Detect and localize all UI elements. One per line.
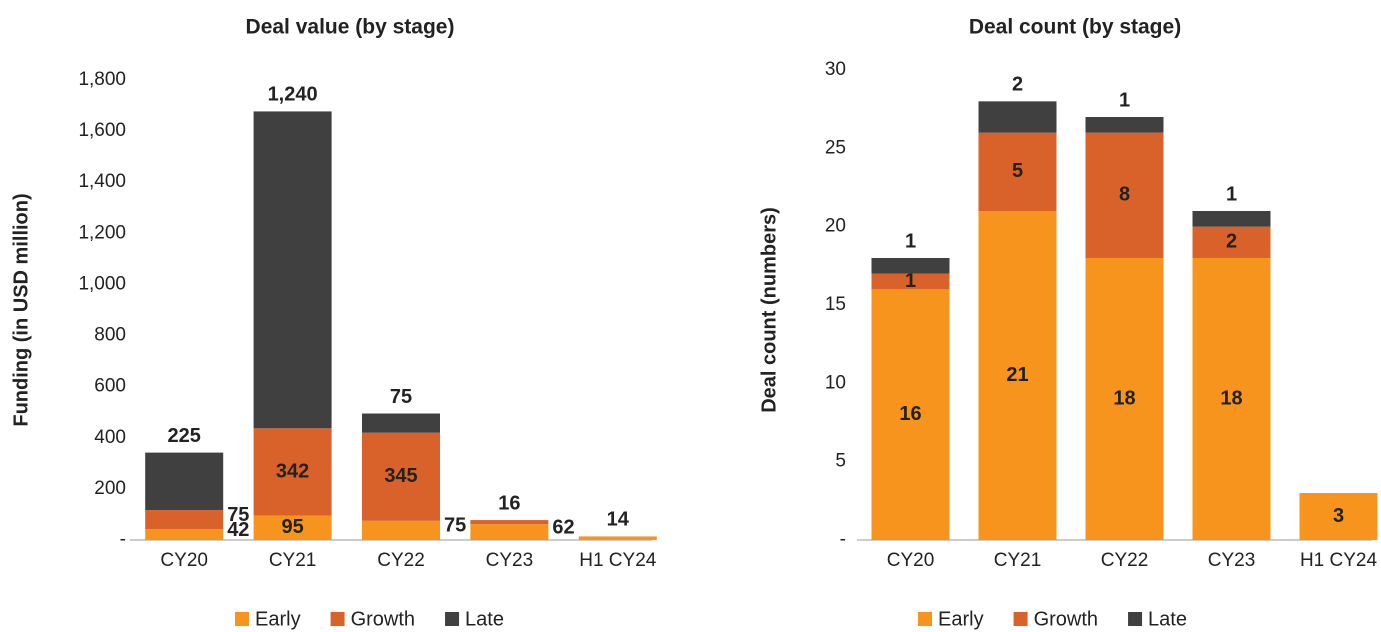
data-label: 1,240 [268,84,318,106]
legend-swatch [445,612,460,626]
data-label: 2 [1012,74,1023,96]
x-tick-label: H1 CY24 [579,550,657,571]
legend-swatch [330,612,345,626]
bar-segment [978,132,1057,211]
legend-label: Early [938,608,984,630]
data-label: 1 [1119,89,1130,111]
data-label: 5 [1012,160,1023,182]
legend-label: Late [465,608,504,630]
y-tick-label: 30 [825,59,846,80]
y-tick-label: 1,400 [78,171,126,192]
data-label: 16 [899,403,921,425]
bar-segment [253,428,332,516]
data-label: 21 [1006,364,1028,386]
y-tick-label: 1,800 [78,69,126,90]
bar-segment [871,289,950,540]
bar-segment [578,536,657,540]
bar-segment [253,515,332,540]
y-tick-label: 20 [825,216,846,237]
legend-swatch [235,612,249,626]
x-tick-label: CY22 [377,550,425,571]
data-label: 14 [607,509,630,531]
y-tick-label: 1,600 [78,120,126,141]
x-tick-label: CY22 [1100,550,1149,571]
bar-segment [1085,117,1164,133]
bar-segment [1299,493,1378,540]
legend-label: Growth [351,608,415,630]
bar-segment [1085,132,1164,258]
x-tick-label: CY21 [268,550,317,571]
y-tick-label: 600 [94,376,126,397]
bar-segment [470,520,549,525]
legend-label: Late [1148,608,1187,630]
x-tick-label: CY21 [993,550,1042,571]
bar-segment [362,413,440,433]
y-tick-label: 25 [825,137,846,158]
y-axis-title: Deal count (numbers) [758,207,780,413]
data-label: 1 [905,230,916,252]
y-tick-label: - [120,529,126,550]
y-tick-label: - [840,529,846,550]
bar-segment [1192,258,1271,540]
legend-swatch [918,612,932,626]
legend-swatch [1128,612,1143,626]
y-tick-label: 1,000 [78,273,126,294]
data-label: 2 [1226,231,1237,253]
data-label: 75 [390,386,412,408]
bar-segment [871,273,950,290]
chart-title: Deal count (by stage) [969,16,1181,39]
x-tick-label: CY20 [886,550,935,571]
bar-segment [470,524,549,540]
y-tick-label: 800 [94,325,126,346]
data-label: 225 [168,425,201,447]
y-tick-label: 10 [825,372,846,393]
bar-segment [362,520,440,540]
data-label: 62 [552,516,574,538]
chart-title: Deal value (by stage) [246,16,455,39]
bar-segment [145,529,224,540]
data-label: 342 [276,460,309,482]
bar-segment [978,211,1057,540]
data-label: 75 [444,515,466,537]
data-label: 345 [384,465,417,487]
x-tick-label: H1 CY24 [1299,550,1378,571]
legend-label: Early [255,608,301,630]
bar-segment [145,452,224,511]
y-tick-label: 15 [825,294,846,315]
bar-segment [871,258,950,274]
y-axis-title: Funding (in USD million) [10,193,32,426]
data-label: 95 [281,516,303,538]
data-label: 75 [227,504,249,526]
data-label: 18 [1220,387,1242,409]
bar-segment [978,101,1057,133]
x-tick-label: CY20 [160,550,208,571]
data-label: 8 [1119,184,1130,206]
data-label: 18 [1113,387,1135,409]
legend-label: Growth [1034,608,1098,630]
data-label: 1 [1226,183,1237,205]
y-tick-label: 400 [94,427,126,448]
data-label: 16 [498,492,520,514]
bar-segment [253,111,332,429]
data-label: 1 [905,270,916,292]
bar-segment [1192,211,1271,227]
bar-segment [362,432,440,521]
data-label: 3 [1333,505,1344,527]
y-tick-label: 1,200 [78,222,126,243]
bar-segment [145,510,224,530]
legend-swatch [1013,612,1028,626]
bar-segment [1192,226,1271,258]
y-tick-label: 5 [835,451,846,472]
x-tick-label: CY23 [1207,550,1256,571]
y-tick-label: 200 [94,478,126,499]
data-label: 42 [227,519,249,541]
x-tick-label: CY23 [485,550,534,571]
bar-segment [1085,258,1164,540]
